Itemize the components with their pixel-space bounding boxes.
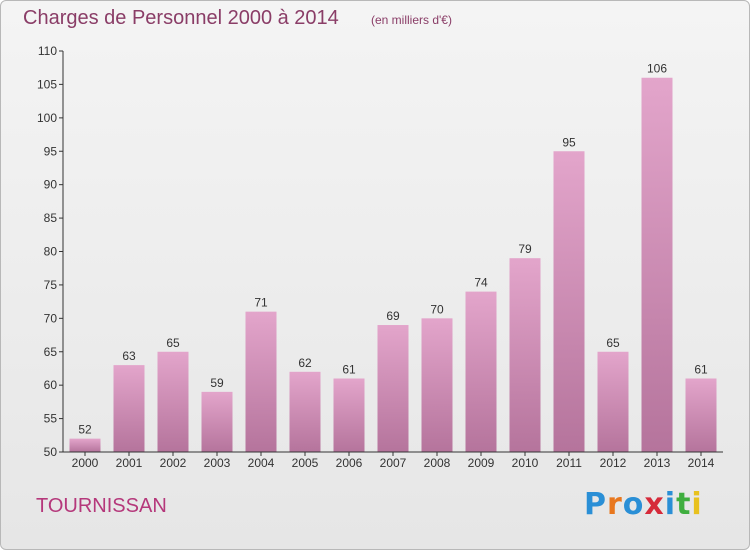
data-label: 79: [518, 242, 532, 256]
data-label: 95: [562, 135, 576, 149]
y-tick-label: 85: [44, 211, 58, 225]
data-label: 65: [166, 336, 180, 350]
x-tick-label: 2004: [248, 456, 275, 470]
bar: [201, 391, 233, 452]
y-tick-label: 105: [37, 77, 57, 91]
chart-subtitle: (en milliers d'€): [371, 13, 452, 27]
x-tick-label: 2005: [292, 456, 319, 470]
logo-letter: t: [676, 487, 692, 522]
y-tick-label: 65: [44, 345, 58, 359]
bar: [641, 77, 673, 452]
data-label: 65: [606, 336, 620, 350]
data-label: 62: [298, 356, 312, 370]
x-tick-label: 2006: [336, 456, 363, 470]
y-tick-label: 60: [44, 378, 58, 392]
logo-letter: x: [644, 487, 665, 522]
logo-letter: i: [691, 487, 703, 522]
data-label: 61: [694, 362, 708, 376]
bar: [509, 258, 541, 452]
x-tick-label: 2003: [204, 456, 231, 470]
bar: [113, 365, 145, 452]
x-tick-label: 2002: [160, 456, 187, 470]
bar: [333, 378, 365, 452]
bar: [465, 291, 497, 452]
data-label: 63: [122, 349, 136, 363]
logo-letter: i: [664, 487, 677, 522]
bar: [377, 325, 409, 452]
y-tick-label: 90: [44, 178, 58, 192]
x-tick-label: 2014: [688, 456, 715, 470]
logo-letter: o: [622, 487, 645, 522]
x-tick-label: 2013: [644, 456, 671, 470]
data-label: 71: [254, 296, 268, 310]
x-tick-label: 2001: [116, 456, 143, 470]
logo-letter: P: [584, 487, 607, 522]
data-label: 106: [647, 62, 667, 76]
y-tick-label: 55: [44, 412, 58, 426]
y-tick-label: 110: [38, 44, 57, 58]
x-tick-label: 2012: [600, 456, 627, 470]
proxiti-logo[interactable]: Proxiti: [584, 487, 703, 522]
data-label: 52: [78, 423, 92, 437]
x-tick-label: 2011: [556, 456, 582, 470]
bar: [69, 438, 101, 452]
x-tick-label: 2000: [72, 456, 99, 470]
y-tick-label: 75: [44, 278, 58, 292]
chart-title: Charges de Personnel 2000 à 2014: [23, 7, 339, 29]
data-label: 61: [342, 362, 356, 376]
x-tick-label: 2008: [424, 456, 451, 470]
y-tick-label: 80: [44, 245, 58, 259]
bar: [157, 351, 189, 452]
data-label: 70: [430, 302, 444, 316]
y-tick-label: 100: [37, 111, 57, 125]
y-tick-label: 95: [44, 144, 58, 158]
x-tick-label: 2007: [380, 456, 407, 470]
data-label: 59: [210, 376, 224, 390]
bar: [421, 318, 453, 452]
x-tick-label: 2009: [468, 456, 495, 470]
y-tick-label: 50: [44, 445, 58, 459]
x-tick-label: 2010: [512, 456, 539, 470]
bar: [289, 371, 321, 452]
data-label: 74: [474, 276, 488, 290]
data-label: 69: [386, 309, 400, 323]
bar: [685, 378, 717, 452]
bar: [245, 311, 277, 452]
bar: [553, 151, 585, 452]
bar: [597, 351, 629, 452]
commune-name: TOURNISSAN: [36, 495, 167, 517]
logo-letter: r: [607, 487, 623, 522]
y-tick-label: 70: [44, 311, 58, 325]
